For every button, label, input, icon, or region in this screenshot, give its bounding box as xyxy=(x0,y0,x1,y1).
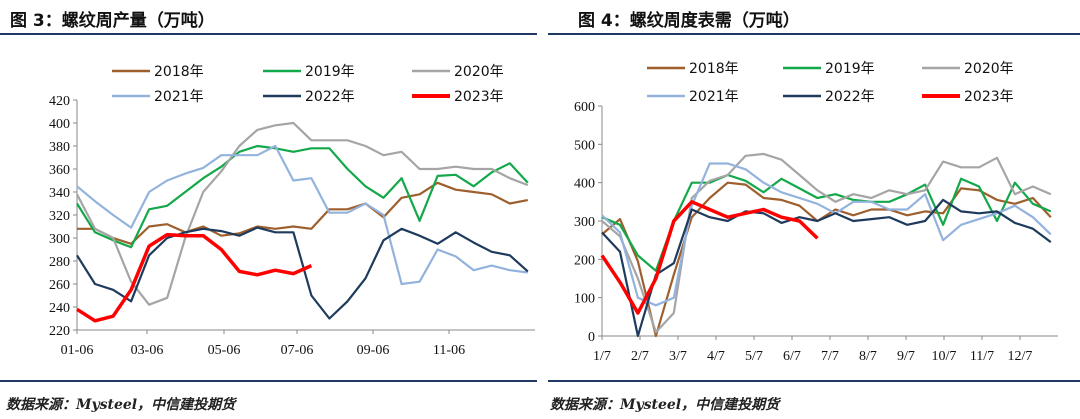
legend-label-2022: 2022年 xyxy=(825,89,875,105)
series-line-2020 xyxy=(76,121,529,306)
x-tick-label: 5/7 xyxy=(745,349,763,364)
series-line-2018 xyxy=(601,181,1052,338)
x-tick-label: 12/7 xyxy=(1008,349,1033,364)
x-tick-label: 03-06 xyxy=(131,343,164,358)
legend-label-2021: 2021年 xyxy=(689,89,739,105)
y-tick-label: 300 xyxy=(574,215,595,230)
series-line-2023 xyxy=(76,232,313,323)
title-rule-right xyxy=(548,33,1080,35)
legend-label-2023: 2023年 xyxy=(964,89,1014,105)
y-tick-label: 240 xyxy=(49,301,70,316)
y-tick-label: 400 xyxy=(574,177,595,192)
x-tick-label: 1/7 xyxy=(593,349,611,364)
legend-label-2022: 2022年 xyxy=(305,89,355,105)
x-tick-label: 05-06 xyxy=(208,343,241,358)
x-tick-label: 4/7 xyxy=(707,349,725,364)
source-note-right: 数据来源：Mysteel，中信建投期货 xyxy=(550,397,780,413)
y-tick-label: 360 xyxy=(49,163,70,178)
x-tick-label: 10/7 xyxy=(932,349,957,364)
x-tick-label: 7/7 xyxy=(821,349,839,364)
title-rule-left xyxy=(0,33,537,35)
chart-title-production: 图 3：螺纹周产量（万吨） xyxy=(10,11,215,31)
series-line-2021 xyxy=(76,144,528,286)
chart-title-demand: 图 4：螺纹周度表需（万吨） xyxy=(578,11,800,31)
legend-label-2018: 2018年 xyxy=(689,61,739,77)
y-tick-label: 300 xyxy=(49,232,70,247)
series-line-2022 xyxy=(76,226,529,320)
y-tick-label: 400 xyxy=(49,117,70,132)
x-tick-label: 6/7 xyxy=(783,349,801,364)
source-rule-left xyxy=(0,380,537,382)
series-line-2018 xyxy=(77,181,529,245)
x-tick-label: 3/7 xyxy=(669,349,687,364)
series-line-2019 xyxy=(76,144,529,249)
series-line-2021 xyxy=(601,162,1052,307)
y-tick-label: 500 xyxy=(574,138,595,153)
series-line-2022 xyxy=(601,198,1052,338)
series-line-2019 xyxy=(601,173,1052,272)
y-tick-label: 280 xyxy=(49,255,70,270)
y-tick-label: 600 xyxy=(574,100,595,115)
x-tick-label: 11/7 xyxy=(970,349,994,364)
x-tick-label: 09-06 xyxy=(357,343,390,358)
x-tick-label: 11-06 xyxy=(433,343,465,358)
source-note-left: 数据来源：Mysteel，中信建投期货 xyxy=(6,397,236,413)
legend-label-2021: 2021年 xyxy=(154,89,204,105)
y-tick-label: 100 xyxy=(574,292,595,307)
y-tick-label: 320 xyxy=(49,209,70,224)
x-tick-label: 8/7 xyxy=(859,349,877,364)
series-line-2023 xyxy=(600,200,819,315)
x-tick-label: 07-06 xyxy=(281,343,314,358)
legend-label-2019: 2019年 xyxy=(825,61,875,77)
y-tick-label: 340 xyxy=(49,186,70,201)
legend-label-2020: 2020年 xyxy=(964,61,1014,77)
legend-label-2019: 2019年 xyxy=(305,64,355,80)
y-tick-label: 0 xyxy=(588,330,595,345)
x-tick-label: 2/7 xyxy=(631,349,649,364)
series-line-2020 xyxy=(601,152,1052,334)
y-tick-label: 260 xyxy=(49,278,70,293)
legend-label-2018: 2018年 xyxy=(154,64,204,80)
y-tick-label: 380 xyxy=(49,140,70,155)
x-tick-label: 01-06 xyxy=(61,343,94,358)
source-rule-right xyxy=(548,380,1080,382)
y-tick-label: 420 xyxy=(49,94,70,109)
y-tick-label: 220 xyxy=(49,324,70,339)
x-tick-label: 9/7 xyxy=(897,349,915,364)
legend-label-2023: 2023年 xyxy=(454,89,504,105)
legend-label-2020: 2020年 xyxy=(454,64,504,80)
y-tick-label: 200 xyxy=(574,253,595,268)
